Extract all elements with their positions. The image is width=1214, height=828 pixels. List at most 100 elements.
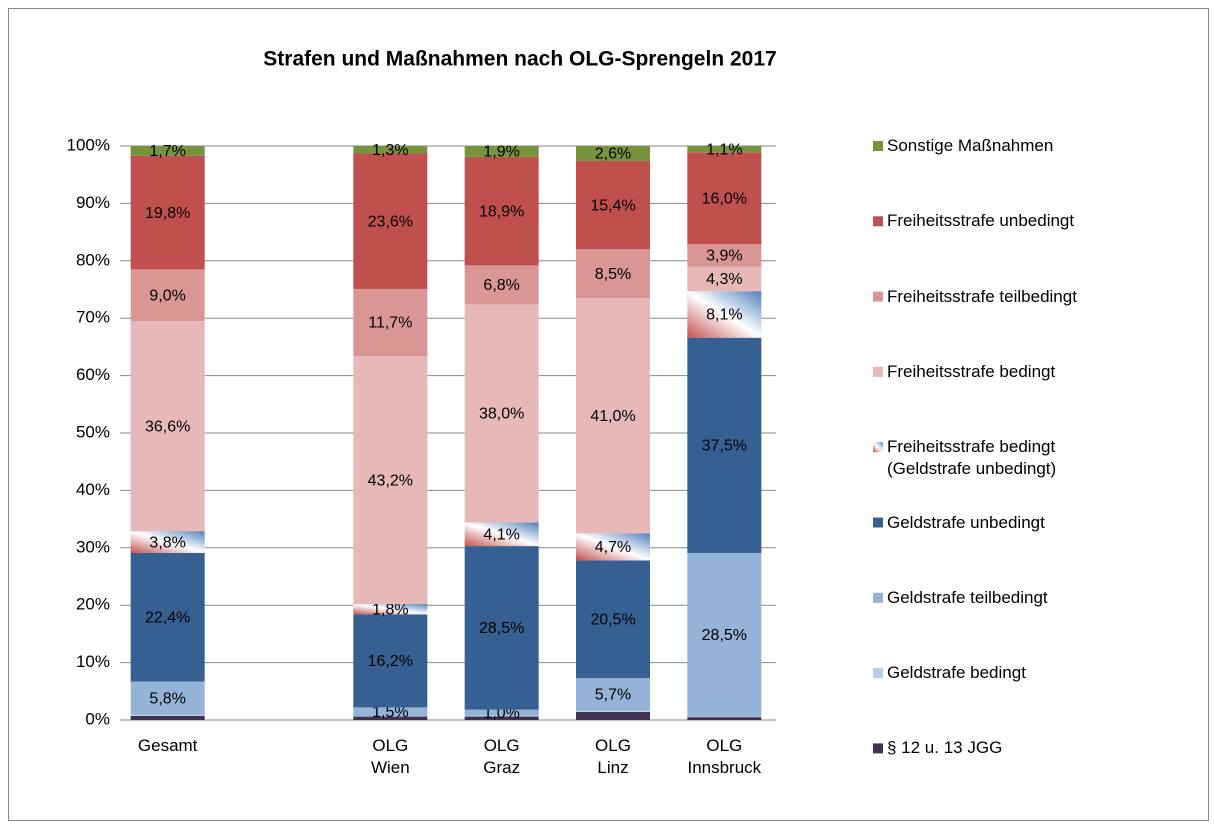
- bar-segment: [130, 531, 205, 553]
- y-tick-label: 20%: [76, 595, 110, 614]
- bar-segment: [353, 707, 428, 716]
- legend-label: Freiheitsstrafe bedingt: [887, 361, 1056, 381]
- value-label: 9,0%: [149, 287, 185, 304]
- bar-segment: [353, 356, 428, 605]
- x-tick-label: OLG Graz: [483, 736, 521, 777]
- bar-segment: [687, 717, 762, 720]
- bar-segment: [353, 716, 428, 720]
- value-label: 3,8%: [149, 534, 185, 551]
- bar-segment: [464, 546, 539, 710]
- legend-label: Geldstrafe unbedingt: [887, 512, 1045, 532]
- value-label: 36,6%: [145, 418, 190, 435]
- legend-label: Freiheitsstrafe unbedingt: [887, 211, 1075, 231]
- value-label: 1,5%: [372, 704, 408, 721]
- bar-segment: [353, 604, 428, 615]
- bar-segment: [576, 298, 650, 534]
- legend-swatch: [873, 291, 883, 302]
- value-label: 43,2%: [368, 472, 413, 489]
- legend-label: § 12 u. 13 JGG: [887, 738, 1003, 758]
- legend-label: Geldstrafe bedingt: [887, 663, 1026, 683]
- value-label: 1,1%: [706, 141, 742, 158]
- bar-segment: [464, 146, 539, 157]
- value-label: 38,0%: [479, 406, 524, 423]
- bar-segment: [130, 155, 205, 270]
- value-label: 37,5%: [702, 438, 747, 455]
- legend-label: Freiheitsstrafe bedingt (Geldstrafe unbe…: [887, 437, 1057, 479]
- bar-segment: [130, 681, 205, 715]
- bar-segment: [464, 156, 539, 266]
- bar-segment: [687, 146, 762, 153]
- y-tick-label: 80%: [76, 250, 110, 269]
- legend-swatch: [873, 743, 883, 754]
- bar-segment: [687, 291, 762, 338]
- value-label: 8,1%: [706, 307, 742, 324]
- bar-segment: [353, 146, 428, 154]
- value-label: 16,0%: [702, 190, 747, 207]
- value-label: 28,5%: [479, 620, 524, 637]
- value-label: 4,3%: [706, 271, 742, 288]
- bar-segment: [130, 715, 205, 720]
- legend-swatch: [873, 442, 883, 453]
- y-tick-label: 30%: [76, 537, 110, 556]
- value-label: 15,4%: [590, 197, 635, 214]
- y-tick-label: 50%: [76, 422, 110, 441]
- bar-segment: [464, 522, 539, 547]
- legend-swatch: [873, 366, 883, 377]
- bar-segment: [576, 249, 650, 299]
- value-label: 16,2%: [368, 653, 413, 670]
- bar-segment: [130, 146, 205, 156]
- value-label: 6,8%: [483, 277, 519, 294]
- y-tick-label: 100%: [67, 135, 110, 154]
- value-label: 22,4%: [145, 609, 190, 626]
- bar-segment: [687, 244, 762, 267]
- value-label: 3,9%: [706, 248, 742, 265]
- bar-segment: [464, 265, 539, 305]
- bar-segment: [464, 716, 539, 720]
- chart-title: Strafen und Maßnahmen nach OLG-Sprengeln…: [263, 48, 776, 71]
- bar-segment: [353, 153, 428, 289]
- value-label: 8,5%: [595, 266, 631, 283]
- y-tick-label: 90%: [76, 193, 110, 212]
- bar-segment: [687, 716, 762, 718]
- legend-swatch: [873, 141, 883, 151]
- x-tick-label: OLG Linz: [595, 736, 631, 777]
- bar-segment: [130, 269, 205, 322]
- bar-segment: [687, 152, 762, 245]
- bar-segment: [353, 715, 428, 717]
- y-tick-label: 0%: [85, 709, 110, 728]
- bar-segment: [576, 160, 650, 250]
- bar-segment: [576, 710, 650, 712]
- value-label: 19,8%: [145, 205, 190, 222]
- value-label: 4,7%: [595, 539, 631, 556]
- y-tick-label: 70%: [76, 308, 110, 327]
- legend-swatch: [873, 592, 883, 603]
- value-label: 1,8%: [372, 601, 408, 618]
- y-tick-label: 10%: [76, 652, 110, 671]
- legend-swatch: [873, 216, 883, 227]
- x-tick-label: OLG Innsbruck: [687, 736, 762, 777]
- value-label: 23,6%: [368, 213, 413, 230]
- bar-segment: [576, 678, 650, 711]
- value-label: 4,1%: [483, 527, 519, 544]
- bar-segment: [130, 714, 205, 716]
- y-tick-label: 40%: [76, 480, 110, 499]
- value-label: 5,8%: [149, 690, 185, 707]
- bar-segment: [464, 304, 539, 523]
- legend-swatch: [873, 517, 883, 528]
- value-label: 41,0%: [590, 408, 635, 425]
- value-label: 11,7%: [368, 315, 412, 332]
- bar-segment: [464, 715, 539, 717]
- value-label: 28,5%: [702, 627, 747, 644]
- bar-segment: [576, 533, 650, 561]
- bar-segment: [130, 321, 205, 532]
- bar-segment: [464, 709, 539, 716]
- value-label: 5,7%: [595, 687, 631, 704]
- value-label: 2,6%: [595, 146, 631, 163]
- value-label: 1,9%: [483, 144, 519, 161]
- x-tick-label: Gesamt: [137, 736, 198, 755]
- value-label: 1,3%: [372, 142, 408, 159]
- bar-segment: [353, 288, 428, 357]
- bar-segment: [687, 266, 762, 292]
